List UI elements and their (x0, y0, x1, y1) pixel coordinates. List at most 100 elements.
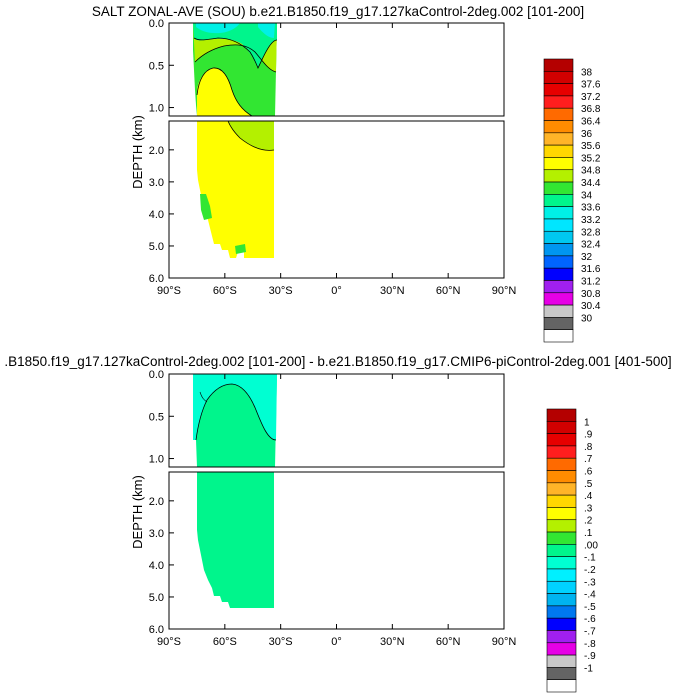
panel-2-colorbar-label: -.2 (584, 565, 596, 576)
panel-1-ytick-upper-label: 1.0 (149, 103, 164, 115)
panel-1-colorbar-swatch (543, 107, 574, 121)
panel-1-colorbar-label: 30.8 (581, 289, 601, 300)
panel-2-colorbar-label: .2 (584, 516, 593, 527)
panel-2-colorbar-label: -1 (584, 663, 593, 674)
panel-2-xtick-label: 90°S (157, 636, 181, 648)
panel-1-upper-region-33.6 (196, 23, 240, 34)
panel-2-colorbar-swatch (546, 654, 577, 668)
panel-2-ytick-lower-label: 4.0 (149, 560, 164, 572)
panel-1-colorbar-swatch (543, 144, 574, 158)
panel-1-upper-plot (168, 22, 505, 117)
panel-2-colorbar-label: -.4 (584, 590, 596, 601)
panel-2-colorbar-swatch (546, 494, 577, 508)
panel-1-colorbar-swatch (543, 206, 574, 220)
panel-2-colorbar: 1 .9.8.7 .6.5.4.3 .2.1.00 -.1-.2-.3 -.4-.5-.6… (546, 408, 598, 693)
panel-1-colorbar-label: 36.8 (581, 104, 601, 115)
panel-2-colorbar-label: .5 (584, 479, 593, 490)
panel-2-colorbar-swatch (546, 617, 577, 631)
panel-2-xtick-label: 90°N (492, 636, 517, 648)
panel-2-ytick-lower-label: 3.0 (149, 528, 164, 540)
panel-2-xtick-label: 30°S (269, 636, 293, 648)
panel-2-colorbar-label: .00 (584, 540, 598, 551)
panel-1-colorbar-label: 32 (581, 252, 593, 263)
panel-2-colorbar-label: 1 (584, 417, 590, 428)
panel-2-ytick-lower-label: 2.0 (149, 496, 164, 508)
panel-2-ytick-upper-label: 1.0 (149, 454, 164, 466)
panel-1-colorbar-label: 37.6 (581, 80, 601, 91)
panel-1-ytick-lower-label: 2.0 (149, 145, 164, 157)
panel-2-colorbar-swatch (546, 470, 577, 484)
panel-1-colorbar-swatch (543, 218, 574, 232)
panel-1-colorbar-swatch (543, 255, 574, 269)
panel-1-colorbar-swatch (543, 317, 574, 330)
panel-1-lower-region-bottom-green (235, 244, 246, 254)
panel-2-colorbar-label: -.6 (584, 614, 596, 625)
panel-1-colorbar-label: 30 (581, 313, 593, 324)
panel-1-xticks: 90°S 60°S 30°S 0° 30°N 60°N 90°N (157, 23, 516, 297)
panel-2-colorbar-label: -.3 (584, 577, 596, 588)
panel-2-xticks: 90°S 60°S 30°S 0° 30°N 60°N 90°N (157, 374, 516, 648)
panel-1-xtick-label: 30°N (380, 285, 405, 297)
panel-1-colorbar-label: 34 (581, 190, 593, 201)
panel-2-upper-contour-b (199, 391, 208, 403)
panel-2-yticks-lower: 2.0 3.0 4.0 5.0 6.0 (149, 496, 174, 636)
panel-2-colorbar-label: -.7 (584, 626, 596, 637)
panel-2-colorbar-swatch (546, 445, 577, 459)
panel-1-colorbar-swatch (543, 280, 574, 294)
panel-1-ytick-upper-label: 0.0 (149, 18, 164, 30)
panel-1-colorbar-label: 33.2 (581, 215, 601, 226)
panel-1-xtick-label: 0° (331, 285, 342, 297)
panel-2-colorbar-swatch (546, 556, 577, 570)
panel-2-ylabel: DEPTH (km) (130, 475, 145, 549)
panel-2-colorbar-swatch (546, 457, 577, 471)
panel-2-colorbar-label: -.1 (584, 553, 596, 564)
panel-1-colorbar-swatch (543, 304, 574, 318)
panel-2-colorbar-label: .1 (584, 528, 593, 539)
panel-1-colorbar-swatch (543, 230, 574, 244)
panel-1-upper-contour-c (193, 37, 278, 69)
panel-1-lower-region-deep-green (200, 194, 212, 220)
panel-2-yticks-upper: 0.0 0.5 1.0 (149, 369, 174, 466)
panel-2-colorbar-label: -.8 (584, 639, 596, 650)
panel-1-lower-region-34.8 (197, 121, 274, 258)
panel-1-lower-plot (168, 120, 505, 279)
panel-1-colorbar-label: 30.4 (581, 301, 601, 312)
panel-1-colorbar-label: 35.2 (581, 153, 601, 164)
panel-1-upper-contour-b (194, 44, 277, 73)
panel-1-colorbar-label: 36.4 (581, 117, 601, 128)
panel-1-colorbar-swatch (543, 83, 574, 97)
panel-1-colorbar-swatch (543, 95, 574, 109)
panel-1-colorbar-label: 38 (581, 67, 593, 78)
panel-2-colorbar-swatch (546, 421, 577, 434)
panel-2-colorbar-label: .4 (584, 491, 593, 502)
panel-1-colorbar-swatch (543, 329, 574, 343)
panel-2-colorbar-swatch (546, 667, 577, 680)
panel-2: .B1850.f19_g17.127kaControl-2deg.002 [10… (4, 354, 672, 693)
panel-2-colorbar-swatch (546, 544, 577, 557)
panel-1-xtick-label: 90°S (157, 285, 181, 297)
panel-2-colorbar-swatch (546, 433, 577, 447)
panel-1-colorbar-swatch (543, 58, 574, 72)
panel-1-colorbar-label: 37.2 (581, 92, 601, 103)
panel-2-colorbar-swatch (546, 642, 577, 656)
panel-2-xtick-label: 30°N (380, 636, 405, 648)
panel-2-colorbar-swatch (546, 605, 577, 619)
panel-1-yticks-upper: 0.0 0.5 1.0 (149, 18, 174, 115)
panel-1-colorbar-swatch (543, 181, 574, 195)
panel-1-xtick-label: 90°N (492, 285, 517, 297)
panel-1-colorbar-label: 31.6 (581, 264, 601, 275)
panel-1-ylabel: DEPTH (km) (130, 115, 145, 189)
panel-2-colorbar-label: .6 (584, 467, 593, 478)
panel-1-upper-region-34.8 (197, 67, 252, 116)
panel-1-colorbar-swatch (543, 292, 574, 306)
panel-1-ytick-lower-label: 4.0 (149, 209, 164, 221)
panel-2-colorbar-swatch (546, 630, 577, 644)
panel-2-colorbar-swatch (546, 482, 577, 496)
panel-1-colorbar-swatch (543, 169, 574, 183)
panel-1-colorbar-swatch (543, 120, 574, 134)
panel-2-colorbar-label: -.5 (584, 602, 596, 613)
panel-1-colorbar-label: 34.8 (581, 166, 601, 177)
panel-1-ytick-upper-label: 0.5 (149, 60, 164, 72)
panel-2-upper-plot (168, 373, 505, 468)
